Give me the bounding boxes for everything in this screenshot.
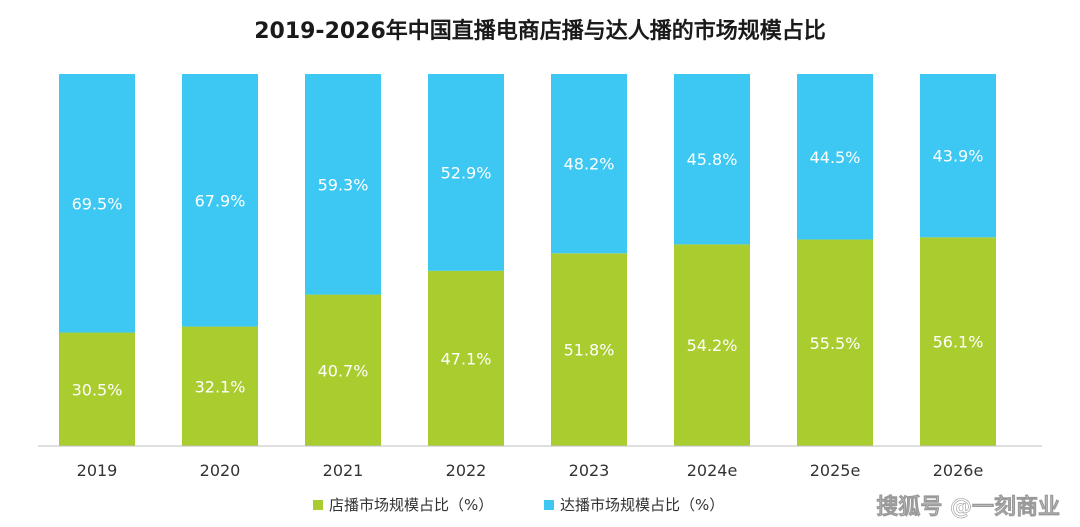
data-label-store-2019: 30.5% (72, 380, 123, 399)
data-label-influencer-2020: 67.9% (195, 191, 246, 210)
data-label-influencer-2023: 48.2% (564, 155, 615, 174)
bar-store-2020 (182, 326, 258, 446)
bar-influencer-2025e (797, 74, 873, 240)
x-tick-label-2026e: 2026e (933, 461, 984, 480)
x-tick-label-2020: 2020 (200, 461, 241, 480)
x-axis-labels: 2019 2020 2021 2022 2023 2024e 2025e 2026e (77, 461, 984, 480)
data-label-store-2021: 40.7% (318, 361, 369, 380)
data-label-influencer-2021: 59.3% (318, 175, 369, 194)
data-label-store-2020: 32.1% (195, 377, 246, 396)
chart-title: 2019-2026年中国直播电商店播与达人播的市场规模占比 (254, 18, 826, 44)
data-label-store-2025e: 55.5% (810, 334, 861, 353)
bar-store-2024e (674, 244, 750, 446)
x-tick-label-2022: 2022 (446, 461, 487, 480)
bar-store-2019 (59, 332, 135, 446)
x-tick-label-2021: 2021 (323, 461, 364, 480)
x-tick-label-2024e: 2024e (687, 461, 738, 480)
bar-store-2021 (305, 294, 381, 446)
x-tick-label-2019: 2019 (77, 461, 118, 480)
legend-label-influencer: 达播市场规模占比（%） (560, 496, 724, 514)
x-tick-label-2023: 2023 (569, 461, 610, 480)
legend: 店播市场规模占比（%） 达播市场规模占比（%） (313, 496, 724, 514)
data-label-store-2023: 51.8% (564, 341, 615, 360)
data-label-influencer-2024e: 45.8% (687, 150, 738, 169)
data-label-store-2022: 47.1% (441, 349, 492, 368)
legend-swatch-store (313, 500, 323, 510)
bars-group: 30.5% 69.5% 32.1% 67.9% 40.7% 59.3% 47.1% 52.9%… (59, 74, 996, 446)
bar-influencer-2023 (551, 74, 627, 254)
watermark: 搜狐号 @一刻商业 (876, 494, 1060, 520)
bar-store-2026e (920, 237, 996, 446)
legend-label-store: 店播市场规模占比（%） (329, 496, 493, 514)
bar-influencer-2026e (920, 74, 996, 238)
data-label-influencer-2025e: 44.5% (810, 148, 861, 167)
data-label-influencer-2022: 52.9% (441, 163, 492, 182)
bar-influencer-2022 (428, 74, 504, 271)
data-label-influencer-2026e: 43.9% (933, 147, 984, 166)
data-label-store-2026e: 56.1% (933, 333, 984, 352)
bar-store-2023 (551, 253, 627, 446)
bar-influencer-2024e (674, 74, 750, 245)
bar-influencer-2019 (59, 74, 135, 333)
data-label-store-2024e: 54.2% (687, 336, 738, 355)
bar-influencer-2021 (305, 74, 381, 295)
bar-influencer-2020 (182, 74, 258, 327)
bar-store-2022 (428, 270, 504, 446)
bar-store-2025e (797, 239, 873, 446)
x-tick-label-2025e: 2025e (810, 461, 861, 480)
data-label-influencer-2019: 69.5% (72, 194, 123, 213)
legend-swatch-influencer (544, 500, 554, 510)
